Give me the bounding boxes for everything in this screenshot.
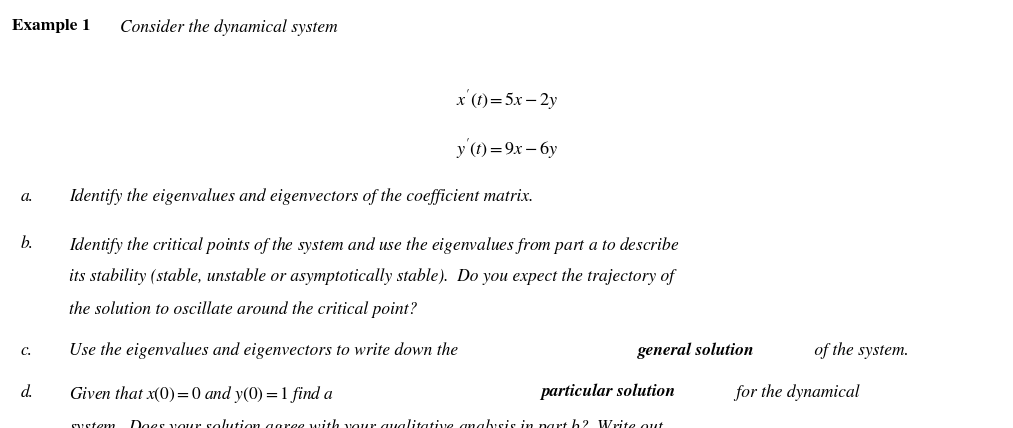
Text: Use the eigenvalues and eigenvectors to write down the: Use the eigenvalues and eigenvectors to … [69,342,462,359]
Text: general solution: general solution [638,342,755,359]
Text: $\mathit{y}^{\prime}(t) = 9x - 6y$: $\mathit{y}^{\prime}(t) = 9x - 6y$ [456,137,557,161]
Text: b.: b. [20,235,33,252]
Text: system.  Does your solution agree with your qualitative analysis in part $b$?  W: system. Does your solution agree with yo… [69,417,665,428]
Text: d.: d. [20,384,33,401]
Text: Given that $x(0) = 0$ and $y(0) = 1$ find a: Given that $x(0) = 0$ and $y(0) = 1$ fin… [69,384,334,405]
Text: for the dynamical: for the dynamical [732,384,860,401]
Text: c.: c. [20,342,32,359]
Text: Identify the critical points of the system and use the eigenvalues from part $a$: Identify the critical points of the syst… [69,235,680,256]
Text: a.: a. [20,188,33,205]
Text: its stability (stable, unstable or asymptotically stable).  Do you expect the tr: its stability (stable, unstable or asymp… [69,268,674,285]
Text: the solution to oscillate around the critical point?: the solution to oscillate around the cri… [69,301,417,318]
Text: of the system.: of the system. [810,342,910,359]
Text: Identify the eigenvalues and eigenvectors of the coefficient matrix.: Identify the eigenvalues and eigenvector… [69,188,534,205]
Text: particular solution: particular solution [541,384,676,400]
Text: $\mathit{x}^{\prime}(t) = 5x - 2y$: $\mathit{x}^{\prime}(t) = 5x - 2y$ [456,88,557,112]
Text: Example 1: Example 1 [12,19,91,33]
Text: Consider the dynamical system: Consider the dynamical system [120,19,337,36]
